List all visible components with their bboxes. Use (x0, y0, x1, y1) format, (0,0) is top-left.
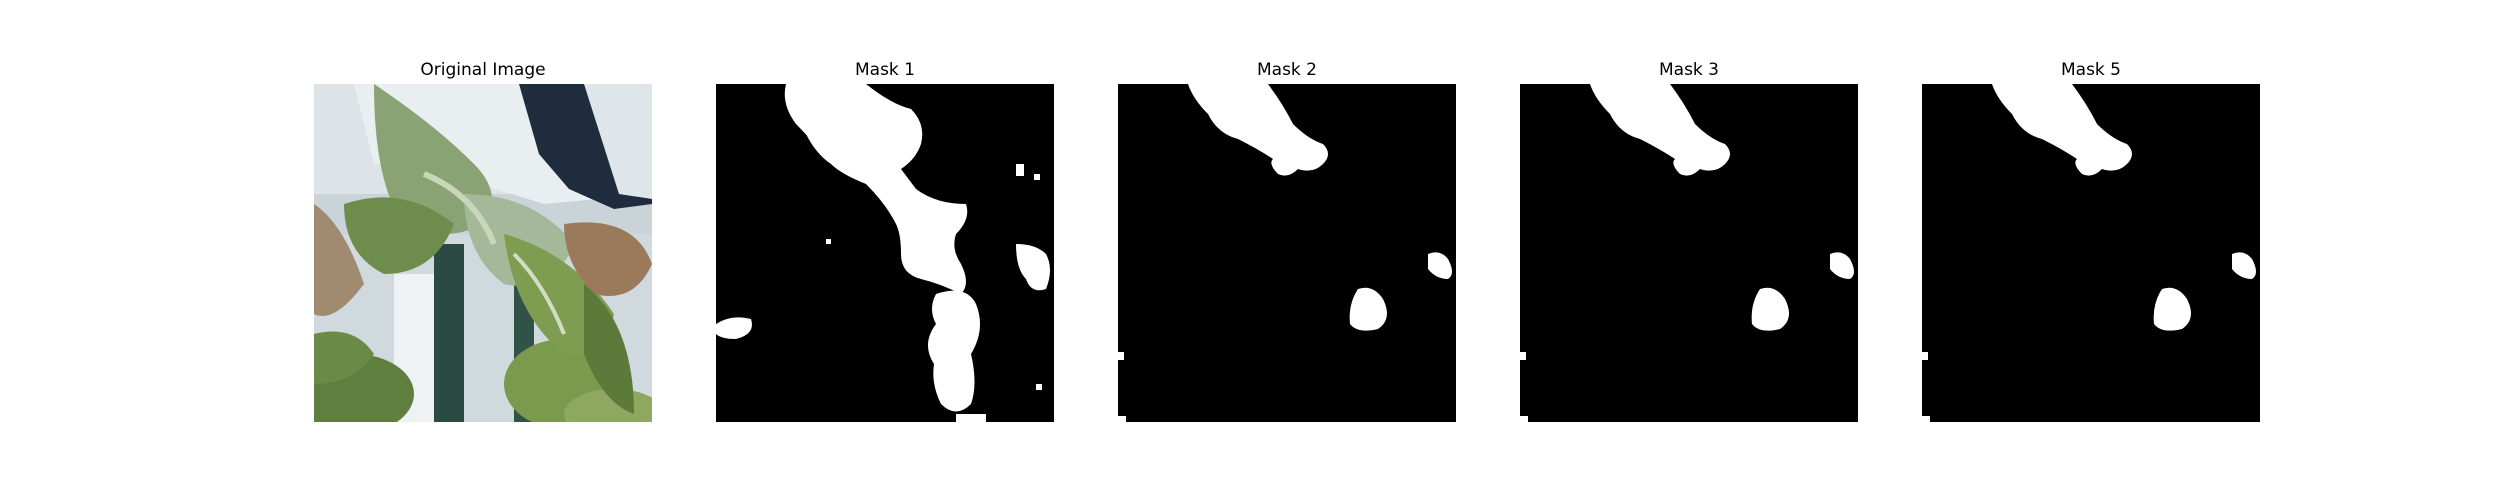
mask-2-image (1118, 84, 1456, 422)
panel-title-mask-2: Mask 2 (1256, 60, 1317, 80)
panel-title-mask-3: Mask 3 (1658, 60, 1719, 80)
panel-mask-5: Mask 5 (1922, 0, 2260, 500)
panel-title-mask-1: Mask 1 (854, 60, 915, 80)
panel-mask-3: Mask 3 (1520, 0, 1858, 500)
mask-1-shape (716, 84, 1054, 422)
mask-3-shape (1520, 84, 1858, 422)
mask-5-image (1922, 84, 2260, 422)
panel-mask-1: Mask 1 (716, 0, 1054, 500)
panel-original-image: Original Image (314, 0, 652, 500)
mask-5-shape (1922, 84, 2260, 422)
panel-mask-2: Mask 2 (1118, 0, 1456, 500)
original-plant-photo (314, 84, 652, 422)
mask-2-shape (1118, 84, 1456, 422)
panel-title-original-image: Original Image (420, 60, 546, 80)
original-image (314, 84, 652, 422)
panel-title-mask-5: Mask 5 (2060, 60, 2121, 80)
mask-1-image (716, 84, 1054, 422)
mask-3-image (1520, 84, 1858, 422)
